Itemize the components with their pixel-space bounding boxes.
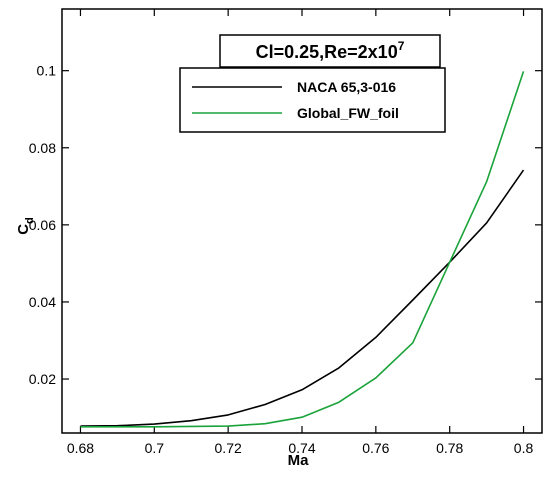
x-tick-label: 0.8 bbox=[514, 440, 534, 456]
series-line-0 bbox=[80, 169, 525, 427]
x-tick-label: 0.76 bbox=[362, 440, 389, 456]
x-tick-label: 0.72 bbox=[215, 440, 242, 456]
axis-ticks: 0.68 0.7 0.72 0.74 0.76 0.78 0.8 0.02 0.04 0.06 0.… bbox=[29, 9, 542, 456]
series-lines bbox=[80, 71, 525, 428]
y-axis-title-sub: d bbox=[24, 217, 36, 224]
legend-label-global: Global_FW_foil bbox=[297, 105, 399, 121]
svg-text:Cd: Cd bbox=[15, 217, 36, 235]
svg-text:Cl=0.25,Re=2x107: Cl=0.25,Re=2x107 bbox=[256, 39, 405, 62]
x-tick-label: 0.78 bbox=[436, 440, 463, 456]
series-line-1 bbox=[80, 71, 525, 428]
x-tick-label: 0.7 bbox=[145, 440, 165, 456]
x-tick-label: 0.74 bbox=[288, 440, 315, 456]
y-axis-title: Cd bbox=[15, 217, 36, 235]
legend: NACA 65,3-016 Global_FW_foil bbox=[179, 67, 446, 133]
annotation-text: Cl=0.25,Re=2x10 bbox=[256, 42, 398, 62]
y-tick-label: 0.02 bbox=[29, 371, 56, 387]
annotation-superscript: 7 bbox=[398, 39, 405, 53]
legend-label-naca: NACA 65,3-016 bbox=[297, 79, 396, 95]
y-axis-title-base: C bbox=[15, 224, 32, 235]
y-tick-label: 0.08 bbox=[29, 140, 56, 156]
y-tick-label: 0.04 bbox=[29, 294, 56, 310]
annotation-box: Cl=0.25,Re=2x107 bbox=[219, 34, 441, 68]
x-axis-title: Ma bbox=[288, 452, 309, 469]
x-tick-label: 0.68 bbox=[67, 440, 94, 456]
y-tick-label: 0.1 bbox=[37, 63, 57, 79]
y-tick-label: 0.06 bbox=[29, 217, 56, 233]
